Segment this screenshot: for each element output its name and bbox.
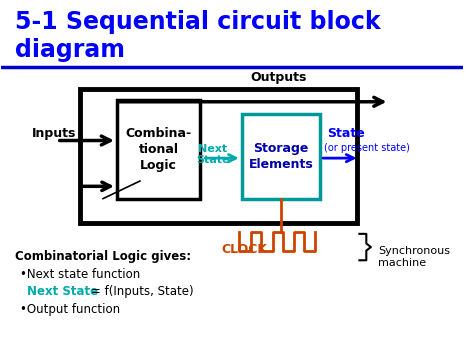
Text: •Next state function: •Next state function (20, 268, 140, 281)
Text: Next State: Next State (27, 285, 98, 299)
Text: Combina-
tional
Logic: Combina- tional Logic (126, 127, 191, 172)
Text: Storage
Elements: Storage Elements (248, 142, 313, 171)
Text: Next
State: Next State (196, 144, 230, 165)
Text: Inputs: Inputs (32, 127, 77, 140)
Text: 5-1 Sequential circuit block: 5-1 Sequential circuit block (15, 10, 381, 34)
Bar (117, 100, 200, 199)
Text: = f(Inputs, State): = f(Inputs, State) (91, 285, 194, 299)
Bar (242, 114, 320, 199)
Text: Combinatorial Logic gives:: Combinatorial Logic gives: (15, 250, 191, 263)
Text: (or present state): (or present state) (324, 143, 410, 153)
Text: •Output function: •Output function (20, 303, 120, 316)
Text: CLOCK: CLOCK (221, 243, 267, 256)
Text: Outputs: Outputs (250, 71, 307, 84)
Text: diagram: diagram (15, 38, 125, 62)
Text: Synchronous
machine: Synchronous machine (378, 246, 450, 268)
Bar (80, 89, 357, 223)
Text: State: State (327, 127, 365, 140)
